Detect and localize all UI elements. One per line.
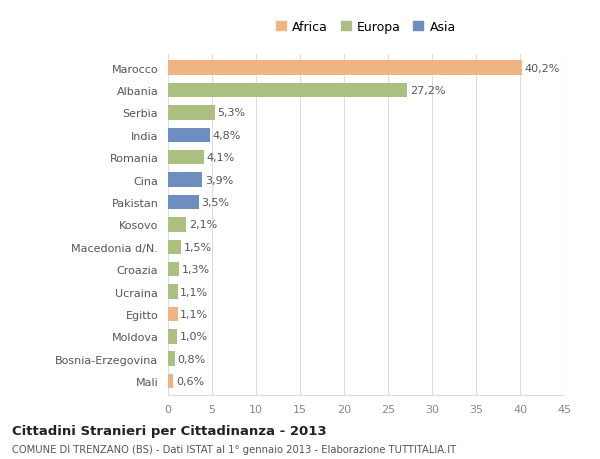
Bar (168, 173, 202, 187)
Bar (168, 61, 522, 76)
Text: 1,0%: 1,0% (179, 332, 208, 341)
Text: 27,2%: 27,2% (410, 86, 446, 96)
Bar (168, 240, 181, 255)
Text: 0,8%: 0,8% (178, 354, 206, 364)
Text: 40,2%: 40,2% (524, 63, 560, 73)
Text: 4,8%: 4,8% (213, 130, 241, 140)
Bar (168, 374, 173, 389)
Text: 0,6%: 0,6% (176, 376, 204, 386)
Bar (168, 151, 204, 165)
Bar (168, 106, 215, 120)
Text: 3,5%: 3,5% (202, 197, 230, 207)
Text: 1,1%: 1,1% (181, 287, 208, 297)
Text: 1,5%: 1,5% (184, 242, 212, 252)
Bar (168, 218, 187, 232)
Text: 1,3%: 1,3% (182, 264, 210, 274)
Text: Cittadini Stranieri per Cittadinanza - 2013: Cittadini Stranieri per Cittadinanza - 2… (12, 424, 326, 437)
Bar (168, 352, 175, 366)
Bar (168, 195, 199, 210)
Text: 1,1%: 1,1% (181, 309, 208, 319)
Text: 3,9%: 3,9% (205, 175, 233, 185)
Bar (168, 330, 177, 344)
Bar (168, 285, 178, 299)
Bar (168, 263, 179, 277)
Bar (168, 128, 210, 143)
Legend: Africa, Europa, Asia: Africa, Europa, Asia (272, 17, 460, 38)
Text: COMUNE DI TRENZANO (BS) - Dati ISTAT al 1° gennaio 2013 - Elaborazione TUTTITALI: COMUNE DI TRENZANO (BS) - Dati ISTAT al … (12, 444, 456, 454)
Bar (168, 307, 178, 322)
Text: 4,1%: 4,1% (207, 153, 235, 163)
Bar (168, 84, 407, 98)
Text: 5,3%: 5,3% (217, 108, 245, 118)
Text: 2,1%: 2,1% (189, 220, 217, 230)
